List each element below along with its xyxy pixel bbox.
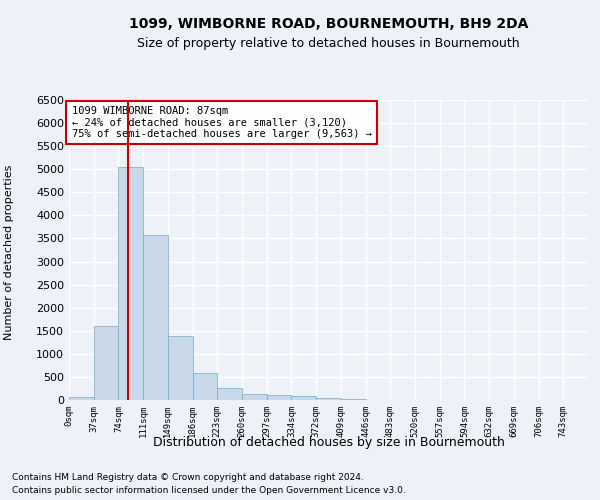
Bar (143, 235, 168, 400)
Bar (94, 326, 118, 400)
Bar (292, 396, 316, 400)
Bar (316, 398, 341, 400)
Bar (341, 398, 365, 400)
Bar (168, 336, 193, 400)
Bar (193, 373, 217, 400)
Bar (217, 388, 242, 400)
Text: 1099 WIMBORNE ROAD: 87sqm
← 24% of detached houses are smaller (3,120)
75% of se: 1099 WIMBORNE ROAD: 87sqm ← 24% of detac… (71, 106, 371, 139)
Text: Distribution of detached houses by size in Bournemouth: Distribution of detached houses by size … (153, 436, 505, 449)
Text: Contains public sector information licensed under the Open Government Licence v3: Contains public sector information licen… (12, 486, 406, 495)
Text: 1099, WIMBORNE ROAD, BOURNEMOUTH, BH9 2DA: 1099, WIMBORNE ROAD, BOURNEMOUTH, BH9 2D… (129, 18, 529, 32)
Text: Number of detached properties: Number of detached properties (4, 165, 14, 340)
Bar (69, 397, 94, 400)
Text: Size of property relative to detached houses in Bournemouth: Size of property relative to detached ho… (137, 38, 520, 51)
Bar (118, 167, 143, 400)
Text: Contains HM Land Registry data © Crown copyright and database right 2024.: Contains HM Land Registry data © Crown c… (12, 472, 364, 482)
Bar (242, 394, 267, 400)
Bar (267, 396, 292, 400)
